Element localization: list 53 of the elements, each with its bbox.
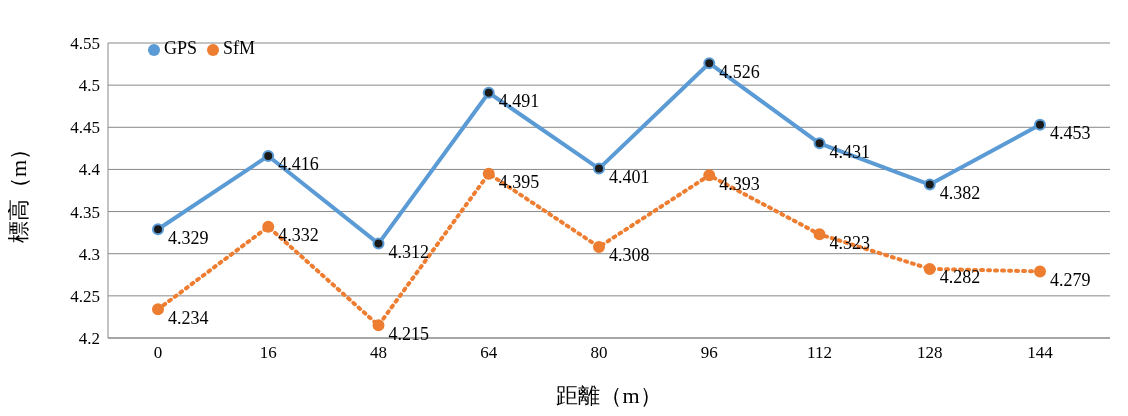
data-label: 4.332	[278, 225, 319, 246]
data-label: 4.395	[498, 171, 540, 192]
x-tick-label: 96	[700, 343, 718, 363]
y-tick-label: 4.5	[78, 76, 100, 96]
data-label: 4.329	[168, 227, 209, 248]
legend-label: GPS	[164, 38, 198, 58]
point	[1034, 118, 1046, 131]
y-tick-label: 4.4	[78, 160, 101, 180]
point	[703, 57, 716, 70]
point	[923, 262, 936, 275]
x-tick-label: 0	[153, 343, 163, 363]
point	[1034, 265, 1046, 278]
point	[152, 303, 164, 316]
data-label: 4.308	[609, 245, 650, 266]
y-tick-label: 4.45	[70, 118, 100, 138]
x-tick-label: 16	[259, 343, 277, 363]
y-tick-label: 4.3	[78, 244, 100, 264]
data-label: 4.416	[278, 154, 319, 175]
data-label: 4.382	[939, 182, 981, 203]
point	[152, 223, 164, 236]
data-label: 4.282	[939, 267, 981, 288]
data-label: 4.279	[1050, 269, 1091, 290]
point	[593, 162, 605, 175]
point	[482, 86, 495, 99]
x-tick-label: 80	[590, 343, 608, 363]
y-axis-title: 標高（m）	[5, 137, 31, 244]
x-tick-label: 128	[917, 343, 943, 363]
point	[923, 178, 936, 191]
point	[813, 228, 826, 241]
x-tick-label: 48	[370, 343, 387, 363]
point	[262, 220, 275, 233]
y-tick-label: 4.2	[78, 329, 100, 349]
x-axis-title: 距離（m）	[556, 383, 662, 408]
y-tick-label: 4.55	[70, 34, 100, 54]
data-label: 4.234	[168, 307, 209, 328]
x-tick-label: 112	[807, 343, 832, 363]
data-label: 4.401	[609, 166, 650, 187]
y-tick-label: 4.25	[70, 286, 100, 306]
data-label: 4.491	[498, 91, 540, 112]
data-label: 4.312	[388, 241, 429, 262]
data-label: 4.215	[388, 323, 429, 344]
point	[262, 149, 275, 162]
data-label: 4.453	[1050, 123, 1091, 144]
legend-label: SfM	[223, 38, 256, 58]
point	[372, 237, 385, 250]
x-tick-label: 64	[480, 343, 498, 363]
point	[482, 167, 495, 180]
point	[372, 319, 385, 332]
y-tick-label: 4.35	[70, 202, 100, 222]
point	[813, 137, 826, 150]
point	[703, 169, 716, 182]
x-tick-label: 144	[1027, 343, 1054, 363]
point	[593, 240, 605, 253]
